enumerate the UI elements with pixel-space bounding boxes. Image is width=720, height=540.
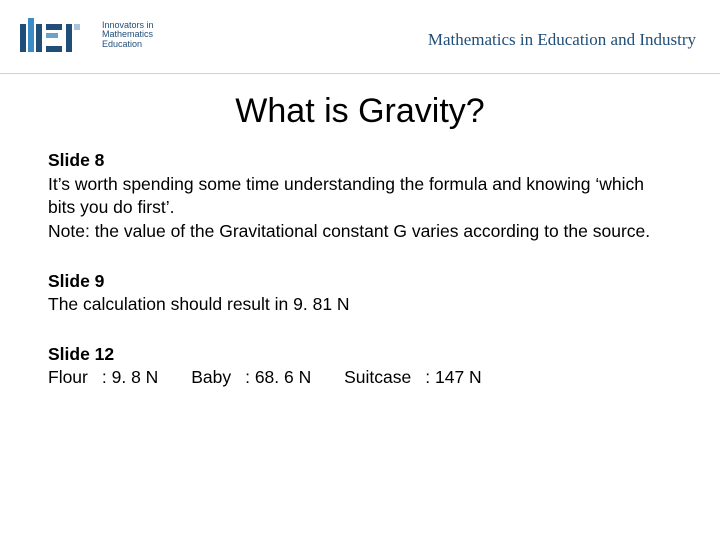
section-slide-9: Slide 9 The calculation should result in… (48, 270, 672, 317)
page-title: What is Gravity? (0, 92, 720, 131)
slide-container: Innovators in Mathematics Education Math… (0, 0, 720, 540)
inline-item-flour: Flour: 9. 8 N (48, 367, 172, 387)
inline-item-suitcase: Suitcase: 147 N (344, 367, 496, 387)
inline-item-baby: Baby: 68. 6 N (191, 367, 325, 387)
section-label: Slide 8 (48, 149, 672, 173)
section-body-line: It’s worth spending some time understand… (48, 173, 672, 220)
content-area: Slide 8 It’s worth spending some time un… (0, 131, 720, 390)
brand-tagline: Mathematics in Education and Industry (428, 30, 696, 50)
logo-subtext: Innovators in Mathematics Education (102, 21, 154, 49)
mei-logo-icon (20, 18, 92, 52)
section-slide-12: Slide 12 Flour: 9. 8 N Baby: 68. 6 N Sui… (48, 343, 672, 390)
section-inline-values: Flour: 9. 8 N Baby: 68. 6 N Suitcase: 14… (48, 366, 672, 390)
header-bar: Innovators in Mathematics Education Math… (0, 0, 720, 74)
logo-line: Education (102, 40, 154, 49)
section-label: Slide 9 (48, 270, 672, 294)
section-body-line: Note: the value of the Gravitational con… (48, 220, 672, 244)
section-label: Slide 12 (48, 343, 672, 367)
logo: Innovators in Mathematics Education (20, 18, 154, 52)
section-body-line: The calculation should result in 9. 81 N (48, 293, 672, 317)
section-slide-8: Slide 8 It’s worth spending some time un… (48, 149, 672, 244)
